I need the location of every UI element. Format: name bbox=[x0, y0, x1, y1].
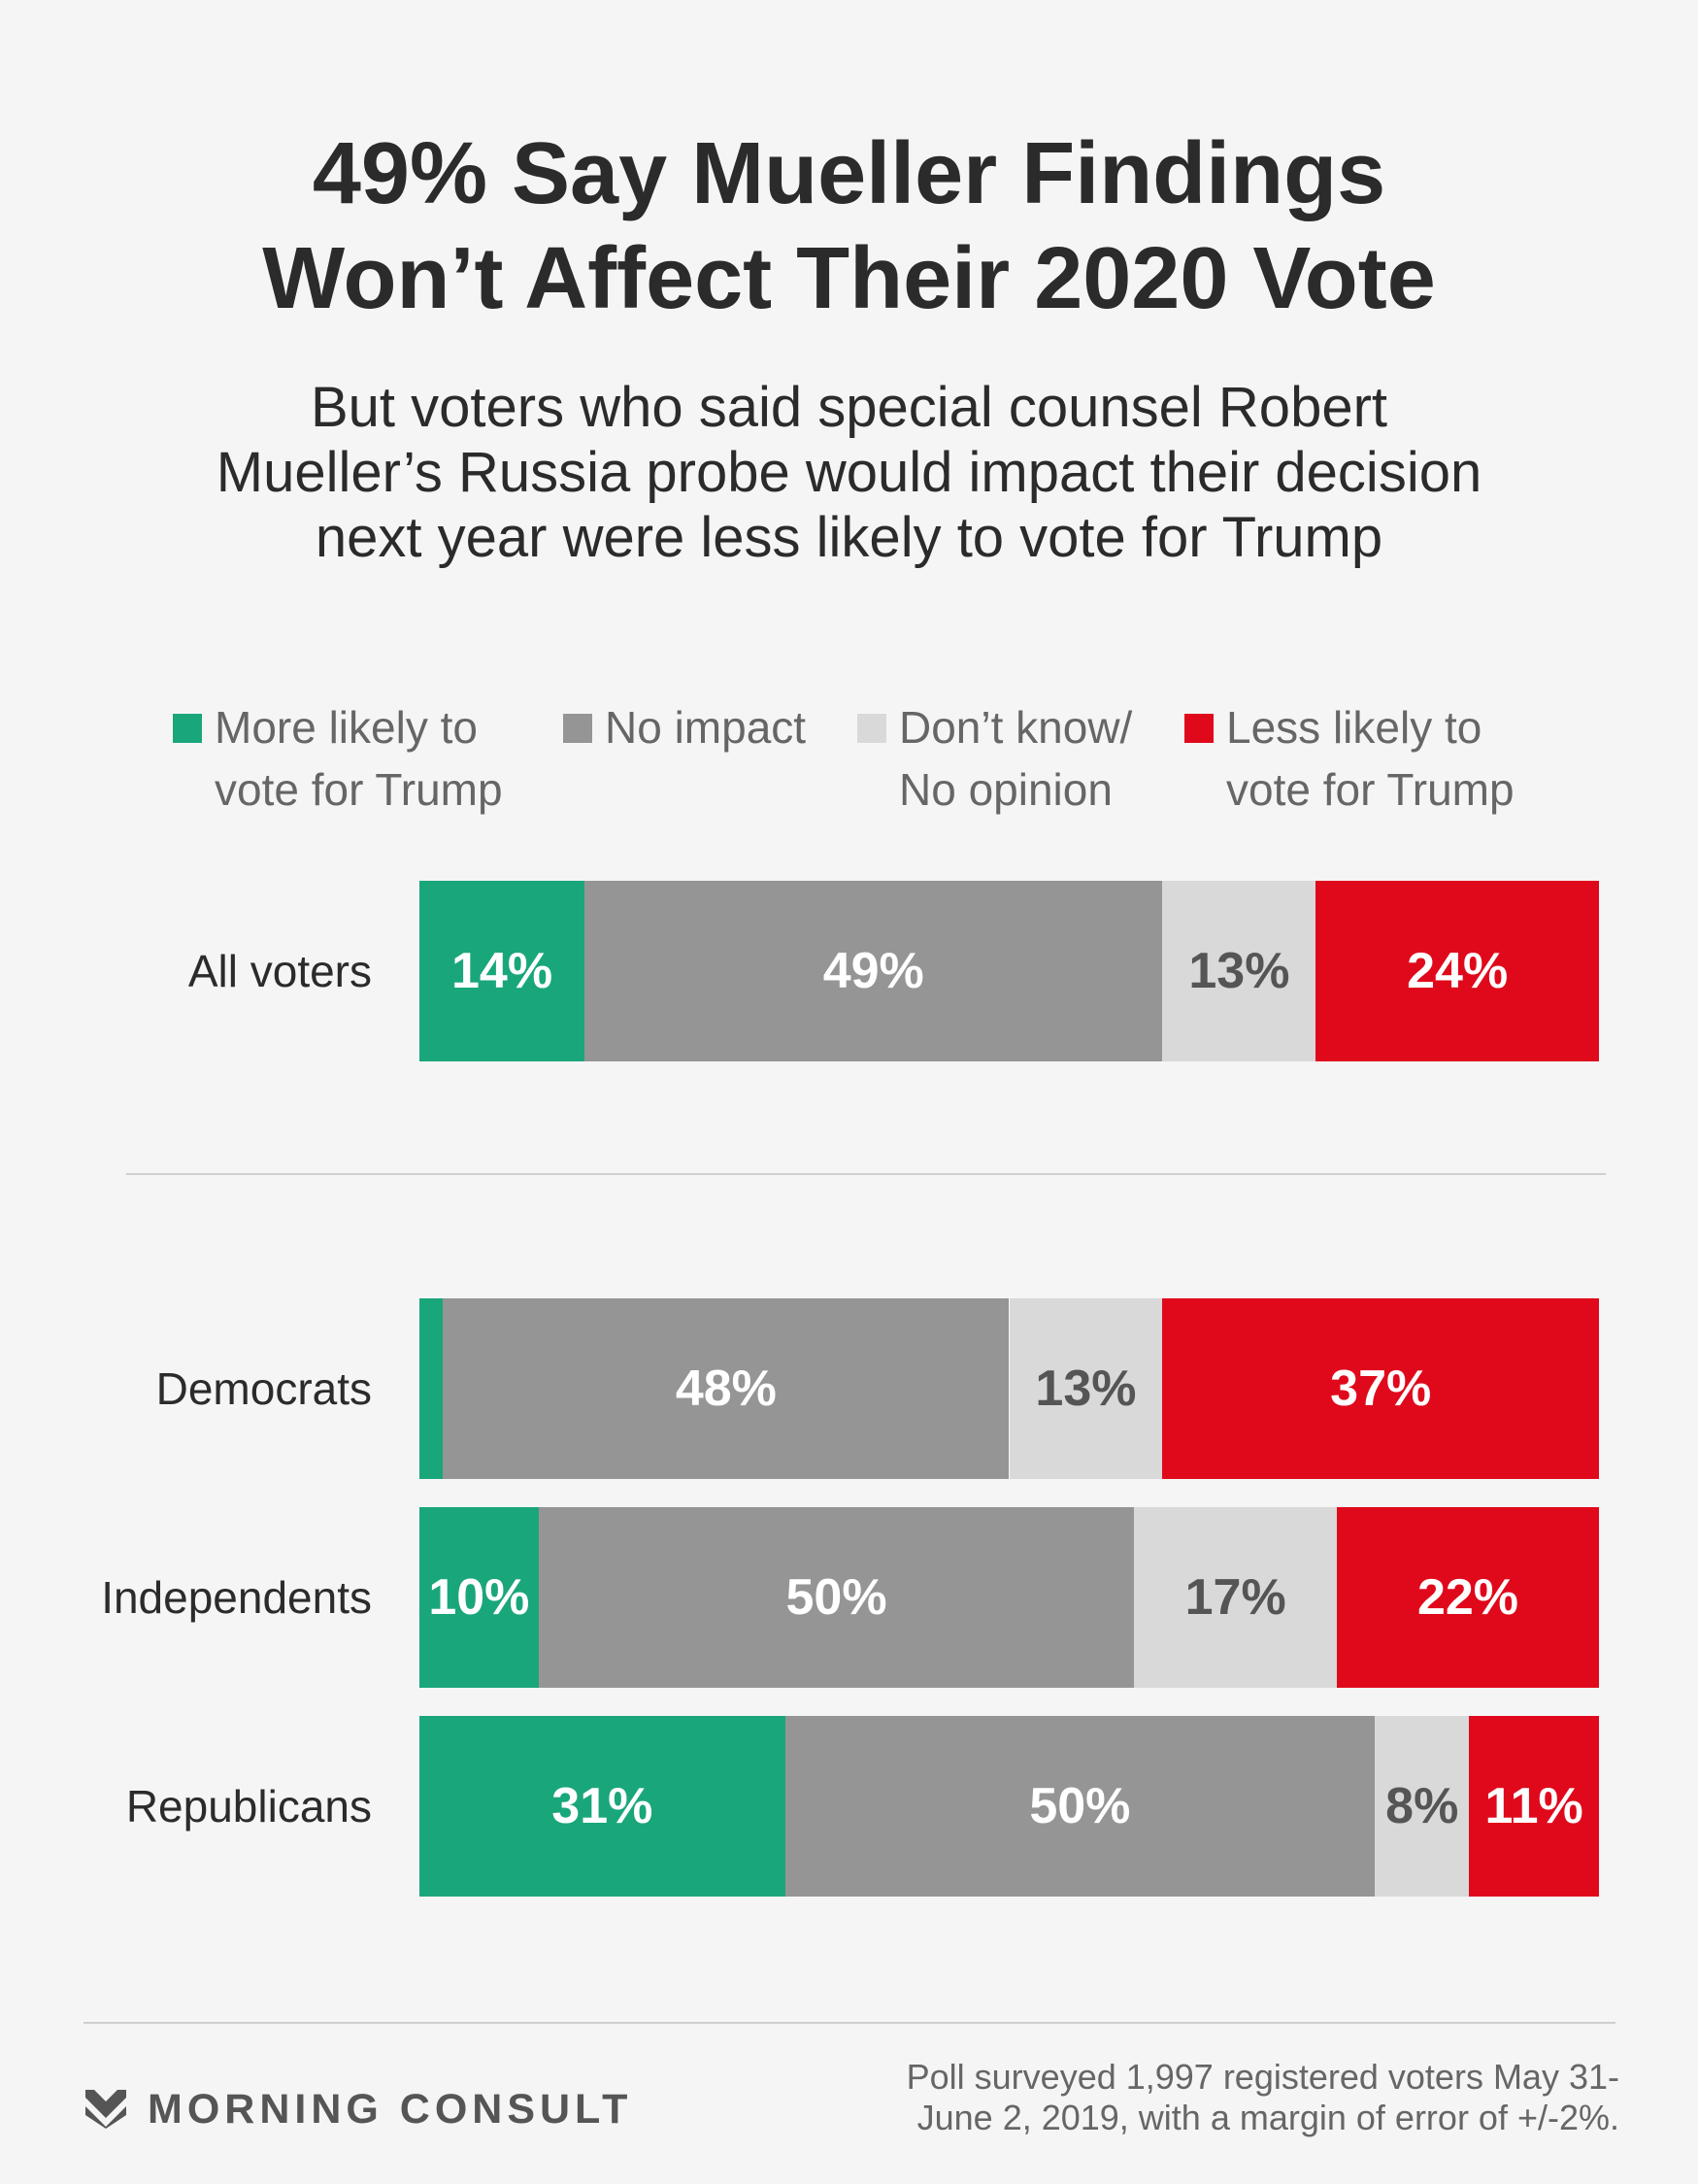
source-note-line: Poll surveyed 1,997 registered voters Ma… bbox=[906, 2057, 1619, 2097]
bar-segment: 10% bbox=[419, 1507, 539, 1688]
bar-segment bbox=[419, 1298, 444, 1479]
data-label: 48% bbox=[675, 1361, 777, 1417]
bar-segment: 22% bbox=[1337, 1507, 1599, 1688]
data-label: 17% bbox=[1184, 1569, 1286, 1626]
data-label: 10% bbox=[428, 1569, 530, 1626]
legend-label-line: Don’t know/ bbox=[899, 702, 1133, 753]
legend-label: Don’t know/ No opinion bbox=[899, 696, 1132, 821]
bar-segment: 49% bbox=[584, 881, 1163, 1061]
row-label: Democrats bbox=[155, 1363, 372, 1414]
section-divider bbox=[126, 1173, 1606, 1175]
data-label: 13% bbox=[1035, 1361, 1137, 1417]
source-note-line: June 2, 2019, with a margin of error of … bbox=[916, 2098, 1619, 2137]
bar-segment: 37% bbox=[1162, 1298, 1599, 1479]
chart-legend: More likely to vote for Trump No impact … bbox=[0, 696, 1698, 832]
data-label: 49% bbox=[822, 943, 924, 999]
row-label: Republicans bbox=[125, 1781, 372, 1831]
bar-segment: 8% bbox=[1375, 1716, 1470, 1897]
brand-name: MORNING CONSULT bbox=[148, 2086, 633, 2133]
legend-label: More likely to vote for Trump bbox=[215, 696, 503, 821]
legend-swatch bbox=[857, 714, 886, 743]
bar-segment: 17% bbox=[1134, 1507, 1337, 1688]
bar-segment: 13% bbox=[1162, 881, 1316, 1061]
footer-divider bbox=[83, 2022, 1615, 2024]
chart-title-line: Won’t Affect Their 2020 Vote bbox=[262, 230, 1436, 327]
data-label: 13% bbox=[1188, 943, 1290, 999]
data-label: 50% bbox=[785, 1569, 887, 1626]
legend-label-line: No opinion bbox=[899, 764, 1113, 815]
legend-swatch bbox=[563, 714, 592, 743]
bar-segment: 50% bbox=[784, 1716, 1376, 1897]
source-note: Poll surveyed 1,997 registered voters Ma… bbox=[907, 2057, 1619, 2138]
bar-segment: 11% bbox=[1469, 1716, 1599, 1897]
bar-segment: 13% bbox=[1009, 1298, 1163, 1479]
morning-consult-chevron-icon bbox=[85, 2090, 126, 2129]
data-label: 37% bbox=[1330, 1361, 1432, 1417]
legend-label-line: vote for Trump bbox=[215, 764, 503, 815]
row-label: All voters bbox=[187, 946, 372, 996]
data-label: 22% bbox=[1416, 1569, 1519, 1626]
data-label: 14% bbox=[451, 943, 553, 999]
chart-subtitle-line: next year were less likely to vote for T… bbox=[315, 506, 1383, 569]
legend-swatch bbox=[1184, 714, 1214, 743]
row-label: Independents bbox=[101, 1572, 372, 1623]
legend-label: No impact bbox=[605, 696, 806, 758]
bar-segment: 14% bbox=[419, 881, 585, 1061]
data-label: 50% bbox=[1029, 1778, 1131, 1834]
legend-label-line: Less likely to bbox=[1226, 702, 1482, 753]
bar-segment: 31% bbox=[419, 1716, 785, 1897]
bar-segment: 50% bbox=[538, 1507, 1135, 1688]
data-label: 8% bbox=[1385, 1778, 1459, 1834]
data-label: 11% bbox=[1484, 1778, 1583, 1834]
legend-label-line: vote for Trump bbox=[1226, 764, 1515, 815]
legend-label: Less likely to vote for Trump bbox=[1226, 696, 1515, 821]
chart-title: 49% Say Mueller Findings Won’t Affect Th… bbox=[0, 121, 1698, 331]
legend-label-line: More likely to bbox=[215, 702, 478, 753]
chart-subtitle-line: But voters who said special counsel Robe… bbox=[310, 376, 1388, 439]
legend-label-line: No impact bbox=[605, 702, 807, 753]
legend-swatch bbox=[173, 714, 202, 743]
chart-title-line: 49% Say Mueller Findings bbox=[312, 125, 1386, 222]
chart-subtitle-line: Mueller’s Russia probe would impact thei… bbox=[216, 441, 1482, 504]
chart-subtitle: But voters who said special counsel Robe… bbox=[0, 375, 1698, 570]
data-label: 31% bbox=[551, 1778, 653, 1834]
bar-segment: 24% bbox=[1315, 881, 1599, 1061]
bar-segment: 48% bbox=[443, 1298, 1010, 1479]
data-label: 24% bbox=[1407, 943, 1509, 999]
